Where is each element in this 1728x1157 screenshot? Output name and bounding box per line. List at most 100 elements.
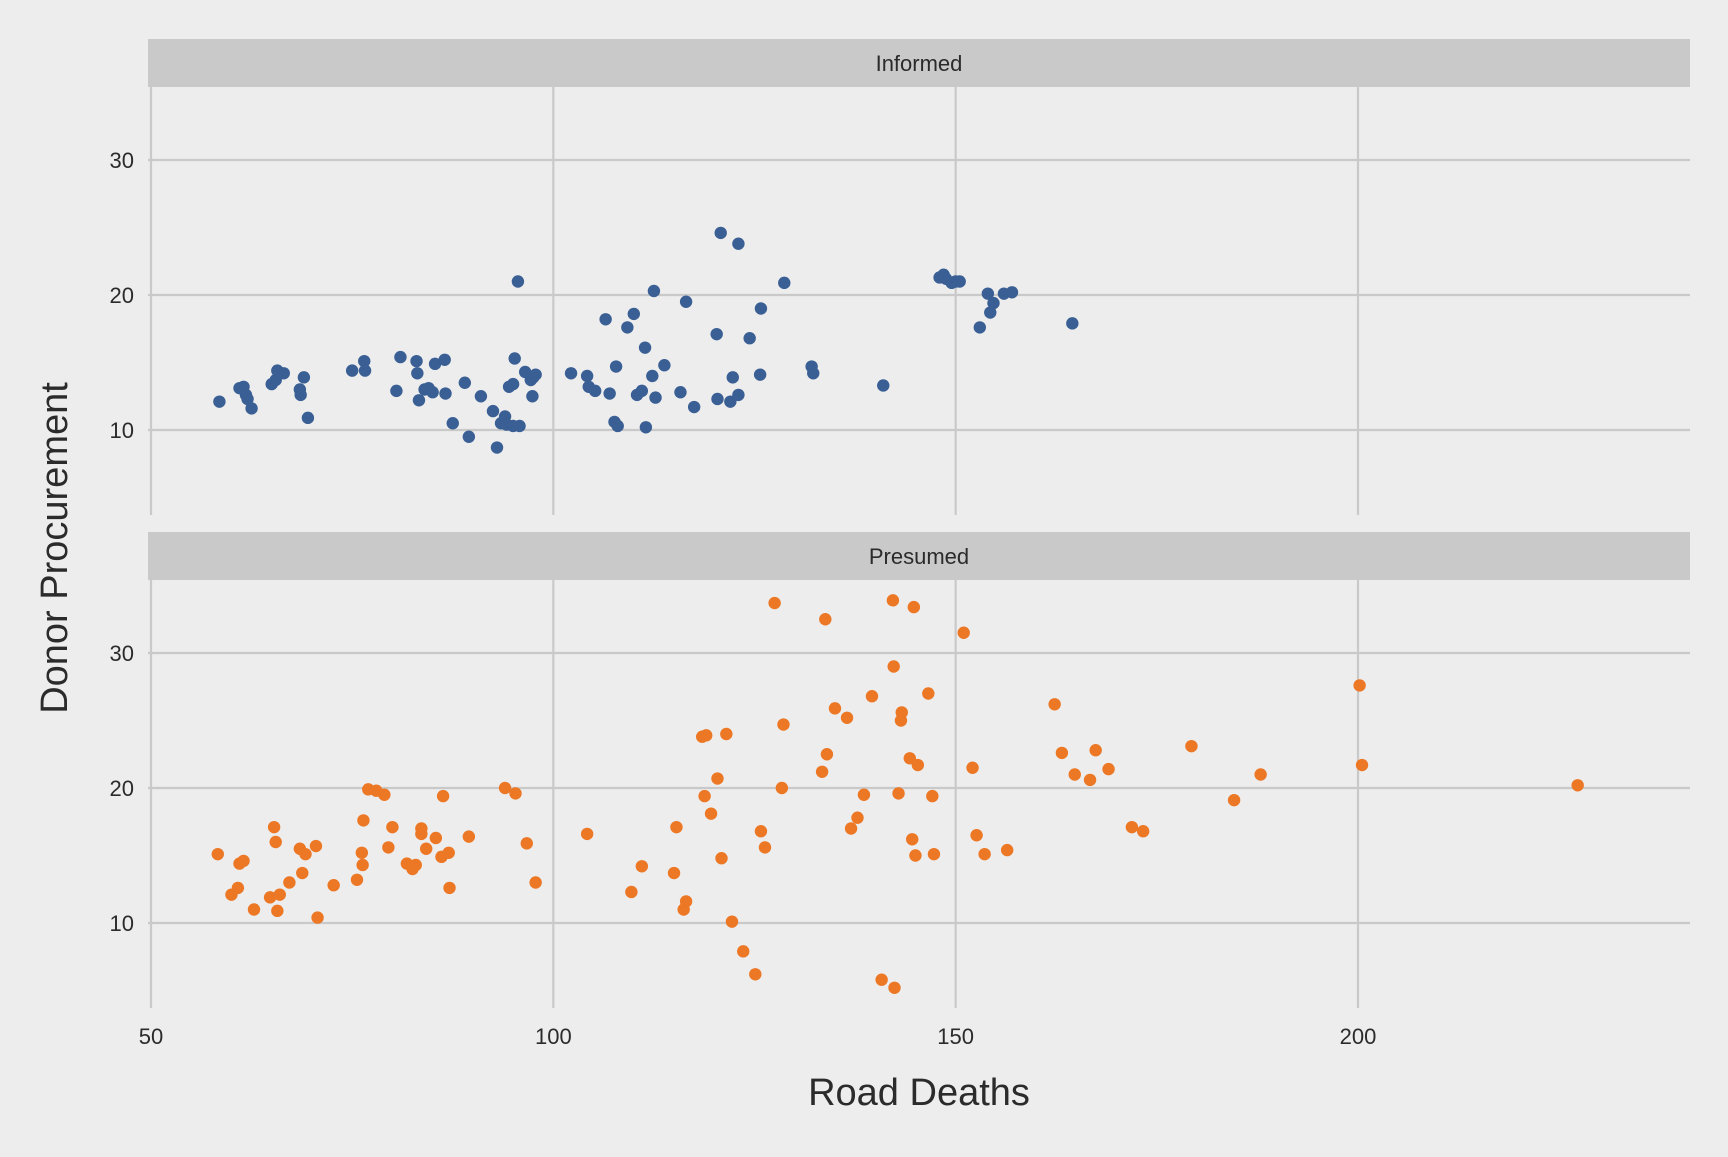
presumed-point bbox=[857, 788, 871, 801]
informed-point bbox=[588, 384, 602, 398]
presumed-point bbox=[1102, 762, 1115, 776]
presumed-point bbox=[1185, 739, 1198, 753]
informed-point bbox=[508, 352, 521, 365]
informed-point bbox=[649, 391, 662, 404]
presumed-points bbox=[211, 594, 1584, 994]
informed-point bbox=[621, 321, 634, 334]
presumed-point bbox=[635, 860, 649, 873]
presumed-point bbox=[777, 718, 790, 731]
presumed-point bbox=[888, 981, 901, 994]
presumed-point bbox=[737, 945, 750, 958]
presumed-point bbox=[679, 895, 693, 908]
presumed-point bbox=[211, 847, 224, 861]
informed-point bbox=[394, 350, 407, 364]
informed-strip bbox=[148, 39, 1690, 87]
presumed-point bbox=[1068, 768, 1081, 781]
informed-point bbox=[390, 384, 403, 398]
informed-point bbox=[358, 364, 372, 377]
presumed-point bbox=[667, 866, 681, 880]
presumed-point bbox=[415, 822, 428, 835]
informed-point bbox=[674, 386, 687, 399]
informed-strip-label: Informed bbox=[876, 51, 963, 76]
presumed-point bbox=[350, 873, 364, 886]
informed-point bbox=[635, 384, 649, 398]
informed-point bbox=[486, 404, 500, 418]
informed-y-tick-label: 10 bbox=[110, 418, 134, 443]
informed-point bbox=[462, 430, 476, 443]
presumed-point bbox=[1254, 768, 1267, 781]
informed-point bbox=[726, 371, 739, 384]
presumed-point bbox=[768, 596, 781, 610]
presumed-point bbox=[580, 827, 594, 841]
informed-point bbox=[446, 417, 459, 430]
presumed-point bbox=[715, 852, 728, 865]
presumed-point bbox=[749, 968, 762, 981]
presumed-point bbox=[311, 911, 324, 924]
presumed-point bbox=[700, 729, 713, 742]
presumed-point bbox=[409, 858, 422, 872]
informed-point bbox=[474, 390, 488, 403]
presumed-point bbox=[720, 727, 733, 741]
presumed-point bbox=[926, 789, 939, 803]
presumed-point bbox=[815, 765, 829, 778]
presumed-point bbox=[357, 814, 370, 827]
informed-point bbox=[245, 402, 258, 415]
informed-y-tick-label: 20 bbox=[110, 283, 134, 308]
informed-points bbox=[213, 226, 1079, 454]
presumed-point bbox=[758, 841, 772, 854]
presumed-point bbox=[498, 781, 512, 795]
presumed-point bbox=[429, 831, 443, 845]
informed-point bbox=[411, 367, 424, 380]
presumed-point bbox=[828, 702, 842, 715]
presumed-point bbox=[247, 903, 261, 916]
presumed-point bbox=[273, 888, 286, 901]
presumed-point bbox=[1083, 773, 1097, 787]
presumed-point bbox=[927, 847, 941, 861]
presumed-point bbox=[886, 594, 900, 607]
informed-point bbox=[603, 387, 616, 400]
informed-point bbox=[877, 379, 890, 392]
informed-point bbox=[297, 371, 311, 384]
informed-point bbox=[511, 275, 525, 288]
informed-point bbox=[1005, 286, 1019, 299]
presumed-point bbox=[911, 758, 925, 772]
presumed-point bbox=[442, 846, 455, 859]
presumed-strip-label: Presumed bbox=[869, 544, 969, 569]
informed-point bbox=[732, 237, 745, 250]
presumed-point bbox=[237, 854, 250, 868]
presumed-point bbox=[356, 858, 369, 872]
presumed-point bbox=[895, 706, 908, 719]
informed-point bbox=[412, 394, 426, 407]
presumed-y-tick-label: 30 bbox=[110, 641, 134, 666]
informed-point bbox=[513, 419, 526, 433]
presumed-point bbox=[875, 973, 888, 986]
informed-point bbox=[646, 369, 659, 383]
presumed-point bbox=[299, 847, 312, 861]
informed-point bbox=[599, 313, 612, 326]
presumed-point bbox=[1048, 698, 1061, 711]
informed-point bbox=[743, 332, 756, 345]
informed-point bbox=[506, 377, 520, 391]
informed-point bbox=[345, 364, 359, 377]
presumed-point bbox=[625, 885, 638, 899]
presumed-y-tick-label: 20 bbox=[110, 776, 134, 801]
presumed-point bbox=[1355, 758, 1369, 772]
informed-point bbox=[711, 392, 724, 406]
informed-point bbox=[213, 395, 226, 408]
y-axis-title: Donor Procurement bbox=[34, 382, 76, 714]
informed-point bbox=[984, 306, 997, 319]
presumed-point bbox=[309, 839, 323, 853]
presumed-point bbox=[909, 849, 922, 862]
presumed-point bbox=[1055, 746, 1069, 760]
informed-point bbox=[987, 296, 1000, 310]
presumed-point bbox=[1227, 793, 1241, 807]
informed-point bbox=[753, 368, 767, 381]
informed-point bbox=[953, 275, 966, 288]
informed-point bbox=[301, 411, 315, 425]
informed-point bbox=[714, 226, 727, 240]
presumed-point bbox=[529, 876, 542, 889]
x-tick-label: 100 bbox=[535, 1024, 572, 1049]
informed-point bbox=[658, 359, 671, 372]
informed-point bbox=[807, 367, 820, 380]
informed-point bbox=[410, 354, 423, 368]
